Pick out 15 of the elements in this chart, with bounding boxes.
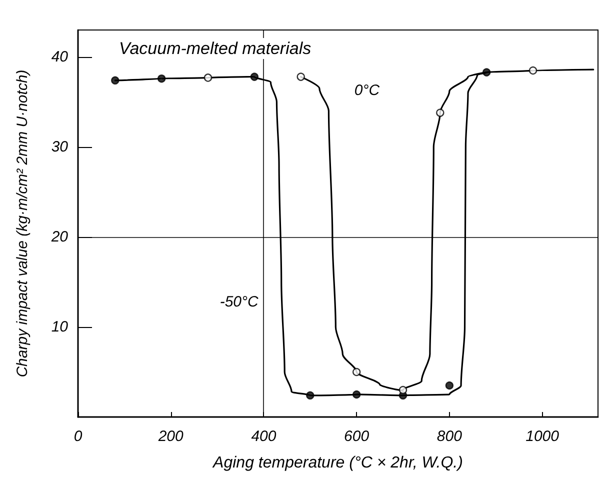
series-label: 0°C (354, 82, 380, 99)
y-tick-label: 40 (51, 48, 69, 66)
y-tick-label: 30 (51, 138, 69, 156)
y-tick-label: 10 (51, 318, 69, 336)
y-tick-label: 20 (50, 228, 69, 246)
x-tick-label: 600 (344, 428, 370, 445)
series-label: -50°C (220, 294, 259, 310)
x-tick-label: 400 (251, 428, 277, 445)
x-tick-label: 800 (436, 428, 463, 445)
x-tick-label: 200 (157, 428, 184, 445)
annotation: Vacuum-melted materials (119, 39, 312, 58)
y-axis-title: Charpy impact value (kg·m/cm² 2mm U·notch) (14, 70, 31, 378)
x-tick-label: 1000 (526, 428, 560, 445)
x-tick-label: 0 (74, 428, 83, 445)
x-axis-title: Aging temperature (°C × 2hr, W.Q.) (212, 454, 463, 472)
